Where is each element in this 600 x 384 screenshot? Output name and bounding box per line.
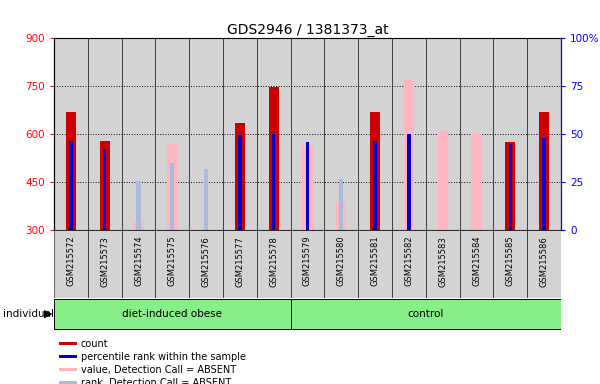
Bar [189, 38, 223, 230]
Bar [69, 141, 73, 230]
Text: GSM215575: GSM215575 [168, 236, 177, 286]
Bar [325, 230, 358, 298]
Text: GSM215579: GSM215579 [303, 236, 312, 286]
Bar [155, 38, 189, 230]
Bar [257, 38, 290, 230]
Bar [290, 38, 325, 230]
Text: GSM215578: GSM215578 [269, 236, 278, 286]
Bar [460, 38, 493, 230]
Bar [223, 38, 257, 230]
Text: diet-induced obese: diet-induced obese [122, 309, 223, 319]
Bar [136, 181, 140, 230]
Bar [370, 112, 380, 230]
Bar [54, 299, 290, 329]
Text: GSM215586: GSM215586 [539, 236, 548, 286]
Bar [290, 230, 325, 298]
Bar [59, 381, 77, 384]
Bar [167, 144, 178, 230]
Bar [223, 230, 257, 298]
Text: control: control [407, 309, 444, 319]
Bar [426, 38, 460, 230]
Bar [272, 134, 275, 230]
Bar [238, 135, 242, 230]
Text: value, Detection Call = ABSENT: value, Detection Call = ABSENT [80, 365, 236, 375]
Bar [404, 80, 414, 230]
Bar [493, 230, 527, 298]
Bar [392, 38, 426, 230]
Bar [302, 146, 313, 230]
Bar [358, 38, 392, 230]
Bar [59, 342, 77, 345]
Bar [527, 38, 561, 230]
Bar [122, 38, 155, 230]
Bar [527, 230, 561, 298]
Text: GSM215584: GSM215584 [472, 236, 481, 286]
Bar [235, 123, 245, 230]
Title: GDS2946 / 1381373_at: GDS2946 / 1381373_at [227, 23, 388, 37]
Text: GSM215577: GSM215577 [235, 236, 244, 286]
Text: rank, Detection Call = ABSENT: rank, Detection Call = ABSENT [80, 377, 231, 384]
Bar [155, 230, 189, 298]
Bar [54, 230, 88, 298]
Text: percentile rank within the sample: percentile rank within the sample [80, 352, 245, 362]
Bar [392, 230, 426, 298]
Bar [325, 38, 358, 230]
Text: GSM215574: GSM215574 [134, 236, 143, 286]
Bar [88, 38, 122, 230]
Text: GSM215583: GSM215583 [438, 236, 447, 286]
Bar [339, 179, 343, 230]
Bar [103, 149, 106, 230]
Bar [59, 355, 77, 358]
Bar [358, 230, 392, 298]
Text: count: count [80, 339, 108, 349]
Bar [306, 142, 309, 230]
Bar [542, 137, 546, 230]
Bar [426, 230, 460, 298]
Bar [407, 134, 410, 230]
Bar [170, 163, 175, 230]
Bar [133, 222, 143, 230]
Bar [539, 112, 549, 230]
Bar [122, 230, 155, 298]
Text: GSM215580: GSM215580 [337, 236, 346, 286]
Text: GSM215582: GSM215582 [404, 236, 413, 286]
Bar [88, 230, 122, 298]
Text: GSM215585: GSM215585 [506, 236, 515, 286]
Text: GSM215581: GSM215581 [371, 236, 380, 286]
Text: GSM215572: GSM215572 [67, 236, 76, 286]
Bar [269, 87, 279, 230]
Bar [373, 141, 377, 230]
Bar [54, 38, 88, 230]
Text: GSM215573: GSM215573 [100, 236, 109, 286]
Bar [437, 131, 448, 230]
Bar [460, 230, 493, 298]
Bar [336, 202, 346, 230]
Bar [472, 134, 482, 230]
Bar [204, 169, 208, 230]
Text: GSM215576: GSM215576 [202, 236, 211, 286]
Text: individual: individual [3, 309, 54, 319]
Bar [59, 368, 77, 371]
Bar [505, 142, 515, 230]
Text: ▶: ▶ [44, 309, 53, 319]
Bar [189, 230, 223, 298]
Bar [66, 112, 76, 230]
Bar [493, 38, 527, 230]
Bar [509, 144, 512, 230]
Bar [257, 230, 290, 298]
Bar [100, 141, 110, 230]
Bar [290, 299, 561, 329]
